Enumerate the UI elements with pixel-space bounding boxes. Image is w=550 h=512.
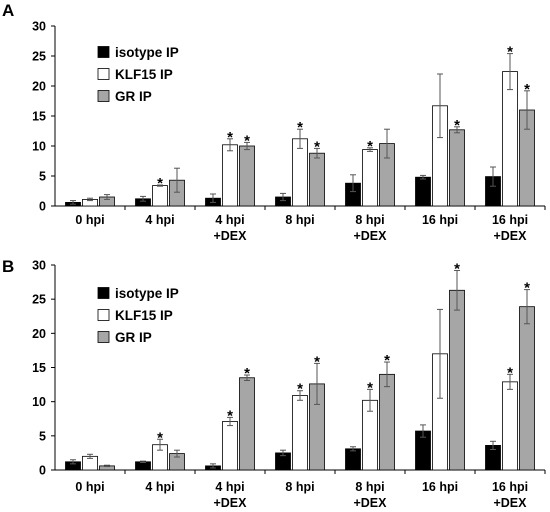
legend-label: KLF15 IP: [115, 308, 173, 323]
bar: [135, 461, 151, 471]
significance-star: *: [314, 353, 320, 370]
significance-star: *: [244, 132, 250, 149]
significance-star: *: [157, 429, 163, 446]
y-tick-label: 10: [32, 395, 46, 409]
significance-star: *: [384, 352, 390, 369]
bar: [415, 176, 431, 207]
significance-star: *: [227, 129, 233, 146]
legend-swatch: [97, 46, 110, 58]
legend-label: GR IP: [115, 330, 152, 345]
x-tick-label: +DEX: [213, 229, 247, 243]
legend-swatch: [97, 287, 110, 299]
y-tick-label: 0: [39, 464, 46, 478]
x-tick-label: +DEX: [353, 496, 387, 510]
bar: [449, 289, 465, 471]
y-tick-label: 25: [32, 293, 46, 307]
bar: [292, 395, 308, 471]
bar: [239, 377, 255, 471]
bar: [362, 149, 378, 207]
significance-star: *: [227, 407, 233, 424]
x-tick-label: 0 hpi: [75, 480, 104, 494]
bar: [519, 306, 535, 471]
bar: [345, 448, 361, 471]
significance-star: *: [314, 138, 320, 155]
x-tick-label: 16 hpi: [422, 213, 458, 227]
significance-star: *: [507, 364, 513, 381]
y-tick-label: 5: [39, 170, 46, 184]
legend-swatch: [97, 331, 110, 343]
x-tick-label: +DEX: [353, 229, 387, 243]
bar: [502, 381, 518, 471]
y-tick-label: 0: [39, 200, 46, 214]
x-tick-label: +DEX: [493, 229, 527, 243]
significance-star: *: [524, 81, 530, 98]
x-tick-label: 4 hpi: [215, 213, 244, 227]
bar: [449, 129, 465, 207]
x-tick-label: +DEX: [213, 496, 247, 510]
x-tick-label: 16 hpi: [492, 480, 528, 494]
x-tick-label: 4 hpi: [145, 213, 174, 227]
legend-label: KLF15 IP: [115, 67, 173, 82]
y-tick-label: 30: [32, 259, 46, 273]
y-tick-label: 20: [32, 327, 46, 341]
legend-label: isotype IP: [115, 45, 179, 60]
significance-star: *: [297, 381, 303, 398]
legend-label: GR IP: [115, 89, 152, 104]
significance-star: *: [454, 117, 460, 134]
x-tick-label: 0 hpi: [75, 213, 104, 227]
x-tick-label: 16 hpi: [492, 213, 528, 227]
x-tick-label: 8 hpi: [355, 480, 384, 494]
bar: [222, 421, 238, 471]
significance-star: *: [244, 365, 250, 382]
y-tick-label: 20: [32, 80, 46, 94]
y-tick-label: 10: [32, 140, 46, 154]
y-tick-label: 25: [32, 50, 46, 64]
x-tick-label: 8 hpi: [285, 480, 314, 494]
panel-label-b: B: [2, 257, 14, 276]
bar: [239, 145, 255, 207]
x-tick-label: 16 hpi: [422, 480, 458, 494]
panel-a-chart: 0 5 10 15 20 25 30 0 hpi 4 hpi 4 hpi +DEX 8 hpi 8 hp…: [32, 20, 546, 243]
significance-star: *: [297, 119, 303, 136]
legend-swatch: [97, 68, 110, 80]
bar: [502, 71, 518, 207]
legend-swatch: [97, 90, 110, 102]
legend-swatch: [97, 309, 110, 321]
y-tick-label: 15: [32, 361, 46, 375]
legend-label: isotype IP: [115, 286, 179, 301]
significance-star: *: [524, 280, 530, 297]
y-tick-label: 5: [39, 429, 46, 443]
bar: [379, 373, 395, 471]
significance-star: *: [507, 44, 513, 61]
panel-b-chart: 0 5 10 15 20 25 30 0 hpi 4 hpi 4 hpi +DEX 8 hpi 8 hp…: [32, 259, 546, 510]
significance-star: *: [367, 379, 373, 396]
y-tick-label: 15: [32, 110, 46, 124]
bar: [222, 144, 238, 207]
y-tick-label: 30: [32, 20, 46, 34]
x-tick-label: 8 hpi: [285, 213, 314, 227]
significance-star: *: [454, 260, 460, 277]
panel-label-a: A: [2, 1, 14, 20]
x-tick-label: 8 hpi: [355, 213, 384, 227]
x-tick-label: +DEX: [493, 496, 527, 510]
x-tick-label: 4 hpi: [215, 480, 244, 494]
x-tick-label: 4 hpi: [145, 480, 174, 494]
significance-star: *: [157, 175, 163, 192]
significance-star: *: [367, 138, 373, 155]
bar: [309, 152, 325, 207]
